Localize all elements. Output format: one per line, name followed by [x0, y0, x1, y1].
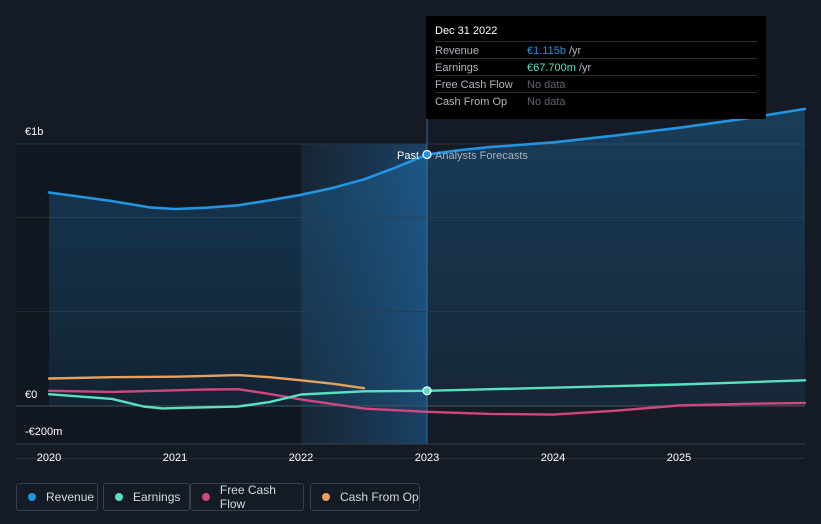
y-tick-label: -€200m [25, 426, 62, 438]
past-label: Past [397, 150, 419, 162]
tooltip-value-number: €1.115b [527, 45, 566, 57]
x-tick-label: 2025 [667, 452, 691, 464]
legend-label: Cash From Op [340, 490, 419, 504]
x-tick-label: 2024 [541, 452, 565, 464]
legend-item-cash-from-op[interactable]: Cash From Op [310, 483, 420, 511]
tooltip-row-earnings: Earnings €67.700m/yr [435, 58, 757, 76]
legend-item-free-cash-flow[interactable]: Free Cash Flow [190, 483, 304, 511]
tooltip-label: Cash From Op [435, 96, 508, 108]
legend-dot-icon [322, 493, 330, 501]
y-tick-label: €0 [25, 389, 37, 401]
revenue-area [49, 108, 805, 407]
x-tick-label: 2023 [415, 452, 439, 464]
tooltip-value: No data [527, 79, 566, 91]
forecast-label: Analysts Forecasts [435, 150, 528, 162]
highlight-point-earnings [422, 386, 432, 396]
legend-label: Revenue [46, 490, 95, 504]
tooltip-date: Dec 31 2022 [435, 25, 498, 37]
x-tick-label: 2020 [37, 452, 61, 464]
tooltip-value-unit: /yr [578, 62, 592, 74]
legend-dot-icon [28, 493, 36, 501]
tooltip-label: Revenue [435, 45, 480, 57]
tooltip: Dec 31 2022 Revenue €1.115b/yr Earnings … [426, 16, 766, 119]
tooltip-value-unit: /yr [568, 45, 582, 57]
tooltip-label: Earnings [435, 62, 479, 74]
series-line-revenue [47, 107, 807, 211]
legend-item-earnings[interactable]: Earnings [103, 483, 190, 511]
legend-dot-icon [115, 493, 123, 501]
x-tick-label: 2021 [163, 452, 187, 464]
legend-label: Free Cash Flow [219, 483, 276, 511]
tooltip-value: €67.700m/yr [527, 62, 591, 74]
highlight-point-revenue [422, 149, 432, 160]
tooltip-label: Free Cash Flow [435, 79, 513, 91]
tooltip-row-revenue: Revenue €1.115b/yr [435, 41, 757, 59]
y-tick-label: €1b [25, 126, 43, 138]
tooltip-value: €1.115b/yr [527, 45, 581, 57]
legend-label: Earnings [133, 490, 181, 504]
tooltip-row-free-cash-flow: Free Cash Flow No data [435, 75, 757, 93]
series-line-free-cash-flow [47, 388, 807, 416]
tooltip-value-number: €67.700m [527, 62, 576, 74]
x-tick-label: 2022 [289, 452, 313, 464]
tooltip-row-cash-from-op: Cash From Op No data [435, 92, 757, 110]
series-line-cash-from-op [47, 373, 366, 390]
tooltip-value: No data [527, 96, 566, 108]
legend-dot-icon [202, 493, 210, 501]
legend-item-revenue[interactable]: Revenue [16, 483, 98, 511]
series-line-earnings [47, 379, 807, 410]
